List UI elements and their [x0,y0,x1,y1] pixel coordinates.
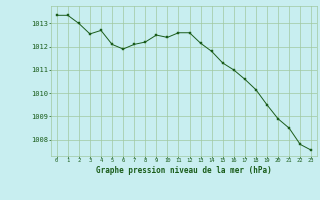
X-axis label: Graphe pression niveau de la mer (hPa): Graphe pression niveau de la mer (hPa) [96,166,272,175]
